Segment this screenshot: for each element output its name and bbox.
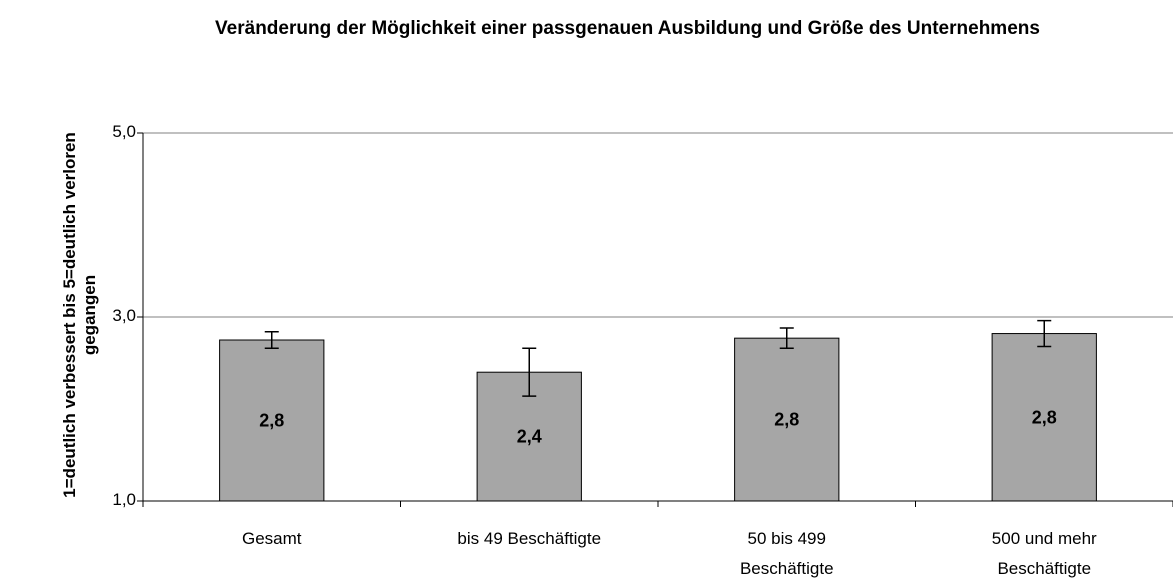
value-label: 2,4 [517,427,542,447]
bar [991,333,1097,502]
x-tick-label: bis 49 Beschäftigte [457,529,602,548]
value-label: 2,8 [259,411,284,431]
y-tick-label: 5,0 [112,122,136,141]
chart-title: Veränderung der Möglichkeit einer passge… [215,18,1040,39]
x-tick-label: Gesamt [241,529,302,548]
x-tick-label: 500 und mehr Beschäftigte [991,529,1097,578]
error-bar [1037,319,1052,348]
bar [219,339,325,502]
error-bar [779,327,794,350]
y-tick-label: 1,0 [112,490,136,509]
y-tick-label: 3,0 [112,306,136,325]
bar [734,337,840,502]
x-tick-label: 50 bis 499 Beschäftigte [739,529,834,578]
value-label: 2,8 [1032,407,1057,427]
error-bar [522,347,537,397]
value-label: 2,8 [774,410,799,430]
error-bar [264,330,279,350]
